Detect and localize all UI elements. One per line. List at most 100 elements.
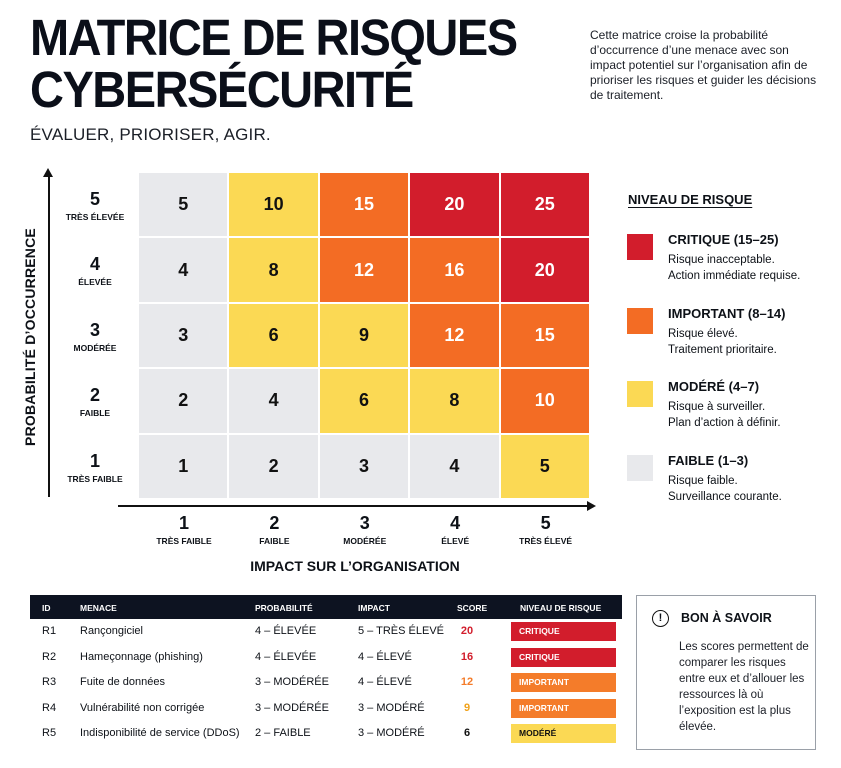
legend-title: NIVEAU DE RISQUE xyxy=(628,192,753,207)
page-title: MATRICE DE RISQUES CYBERSÉCURITÉ xyxy=(30,8,518,118)
y-axis-line xyxy=(48,175,50,497)
title-line-2: CYBERSÉCURITÉ xyxy=(30,60,414,118)
x-axis-label: 5 TRÈS ÉLEVÉ xyxy=(501,513,591,547)
x-axis-label-number: 5 xyxy=(540,513,551,533)
risk-level-badge: CRITIQUE xyxy=(511,647,616,667)
cell-probabilite: 4 – ÉLEVÉE xyxy=(255,650,317,663)
cell-score: 20 xyxy=(460,625,474,637)
risk-level-badge: MODÉRÉ xyxy=(511,724,616,743)
cell-menace: Hameçonnage (phishing) xyxy=(80,650,203,663)
x-axis-label: 2 FAIBLE xyxy=(229,514,319,547)
legend-swatch xyxy=(627,308,653,334)
cell-menace: Rançongiciel xyxy=(80,625,143,637)
matrix-cell: 15 xyxy=(319,173,409,237)
matrix-cell: 8 xyxy=(229,238,318,302)
legend-item-title: MODÉRÉ (4–7) xyxy=(668,379,760,394)
cell-impact: 4 – ÉLEVÉ xyxy=(358,676,412,688)
table-row: R1 Rançongiciel 4 – ÉLEVÉE 5 – TRÈS ÉLEVÉ 20… xyxy=(30,619,622,645)
matrix-cell: 25 xyxy=(500,173,589,237)
matrix-cell: 8 xyxy=(410,369,499,433)
cell-score: 9 xyxy=(463,701,471,714)
cell-score: 16 xyxy=(460,650,474,663)
y-axis-label: 5 TRÈS ÉLEVÉE xyxy=(62,190,128,223)
y-axis-label-text: MODÉRÉE xyxy=(73,342,117,353)
cell-menace: Indisponibilité de service (DDoS) xyxy=(80,727,240,739)
x-axis-title: IMPACT SUR L’ORGANISATION xyxy=(250,558,460,574)
legend-item-line: Surveillance courante. xyxy=(668,491,782,503)
cell-probabilite: 3 – MODÉRÉE xyxy=(255,676,329,688)
risk-level-badge: IMPORTANT xyxy=(511,673,616,692)
y-axis-label: 1 TRÈS FAIBLE xyxy=(62,450,128,484)
matrix-cell: 10 xyxy=(229,173,318,237)
col-probabilite: PROBABILITÉ xyxy=(255,603,313,613)
legend-item-title: FAIBLE (1–3) xyxy=(668,453,749,468)
matrix-cell: 20 xyxy=(500,238,589,302)
legend-item-description: Risque élevé. Traitement prioritaire. xyxy=(668,326,777,358)
y-axis-label-text: ÉLEVÉE xyxy=(78,277,112,288)
cell-id: R3 xyxy=(42,676,57,688)
x-axis-label-number: 4 xyxy=(450,513,461,533)
title-line-1: MATRICE DE RISQUES xyxy=(30,8,518,66)
intro-text: Cette matrice croise la probabilité d’oc… xyxy=(590,28,817,102)
legend-item-description: Risque à surveiller. Plan d’action à défi… xyxy=(668,399,781,431)
col-score: SCORE xyxy=(457,603,488,613)
x-axis-label: 4 ÉLEVÉ xyxy=(410,513,500,547)
cell-score: 6 xyxy=(463,727,471,739)
matrix-cell: 9 xyxy=(319,303,409,368)
x-axis-label-text: FAIBLE xyxy=(259,536,290,546)
cell-probabilite: 3 – MODÉRÉE xyxy=(255,701,329,714)
y-axis-label-text: TRÈS FAIBLE xyxy=(67,473,123,484)
risk-level-badge: CRITIQUE xyxy=(511,622,616,641)
y-axis-label-number: 3 xyxy=(89,319,100,340)
matrix-cell: 3 xyxy=(319,434,409,498)
x-axis-label: 3 MODÉRÉE xyxy=(320,513,410,547)
matrix-cell: 15 xyxy=(500,303,589,368)
matrix-cell: 12 xyxy=(410,303,499,368)
matrix-cell: 3 xyxy=(139,303,228,368)
matrix-cell: 1 xyxy=(139,434,228,498)
risk-matrix: 5 10 15 20 25 4 8 12 16 20 3 6 9 12 15 2 4 6 8 10 1 2 3 4 5 xyxy=(139,173,589,498)
x-axis-label-number: 3 xyxy=(359,513,370,533)
y-axis-label-number: 2 xyxy=(89,385,100,406)
y-axis-label-number: 1 xyxy=(89,450,100,471)
matrix-cell: 2 xyxy=(139,369,228,433)
y-axis-label: 2 FAIBLE xyxy=(62,385,128,419)
matrix-cell: 4 xyxy=(229,369,318,433)
table-row: R5 Indisponibilité de service (DDoS) 2 – F… xyxy=(30,721,622,747)
table-row: R2 Hameçonnage (phishing) 4 – ÉLEVÉE 4 – ÉL… xyxy=(30,645,622,671)
risk-level-badge: IMPORTANT xyxy=(511,698,616,718)
matrix-cell: 6 xyxy=(319,369,409,433)
cell-id: R4 xyxy=(42,701,57,714)
y-axis-label: 3 MODÉRÉE xyxy=(62,319,128,353)
legend-item-line: Action immédiate requise. xyxy=(668,270,801,282)
cell-probabilite: 2 – FAIBLE xyxy=(255,727,311,739)
legend-item-description: Risque faible. Surveillance courante. xyxy=(668,473,782,505)
info-title: BON À SAVOIR xyxy=(681,611,772,625)
matrix-cell: 10 xyxy=(500,369,589,433)
legend-item-title: CRITIQUE (15–25) xyxy=(668,232,779,247)
x-axis-arrow-icon xyxy=(587,500,596,511)
y-axis-label-text: TRÈS ÉLEVÉE xyxy=(65,212,125,222)
cell-impact: 3 – MODÉRÉ xyxy=(358,727,425,739)
matrix-cell: 5 xyxy=(500,434,589,498)
legend-item-line: Risque faible. xyxy=(668,475,738,487)
cell-score: 12 xyxy=(460,676,474,688)
info-icon: ! xyxy=(652,610,669,627)
legend-item-line: Plan d’action à définir. xyxy=(668,417,781,429)
cell-impact: 3 – MODÉRÉ xyxy=(358,701,425,714)
legend-swatch xyxy=(627,455,653,481)
x-axis-label-text: TRÈS FAIBLE xyxy=(156,536,212,546)
matrix-cell: 5 xyxy=(139,173,228,237)
table-row: R3 Fuite de données 3 – MODÉRÉE 4 – ÉLEVÉ 12… xyxy=(30,670,622,696)
x-axis-label: 1 TRÈS FAIBLE xyxy=(139,513,229,547)
legend-item-line: Traitement prioritaire. xyxy=(668,344,777,356)
cell-id: R2 xyxy=(42,650,57,663)
col-niveau: NIVEAU DE RISQUE xyxy=(520,603,602,613)
y-axis-arrow-icon xyxy=(43,168,53,177)
y-axis-label: 4 ÉLEVÉE xyxy=(62,255,128,288)
matrix-cell: 12 xyxy=(319,238,409,302)
matrix-cell: 16 xyxy=(410,238,499,302)
risk-table: ID MENACE PROBABILITÉ IMPACT SCORE NIVEA… xyxy=(30,595,622,747)
legend-swatch xyxy=(627,234,653,260)
x-axis-label-number: 1 xyxy=(178,513,189,533)
